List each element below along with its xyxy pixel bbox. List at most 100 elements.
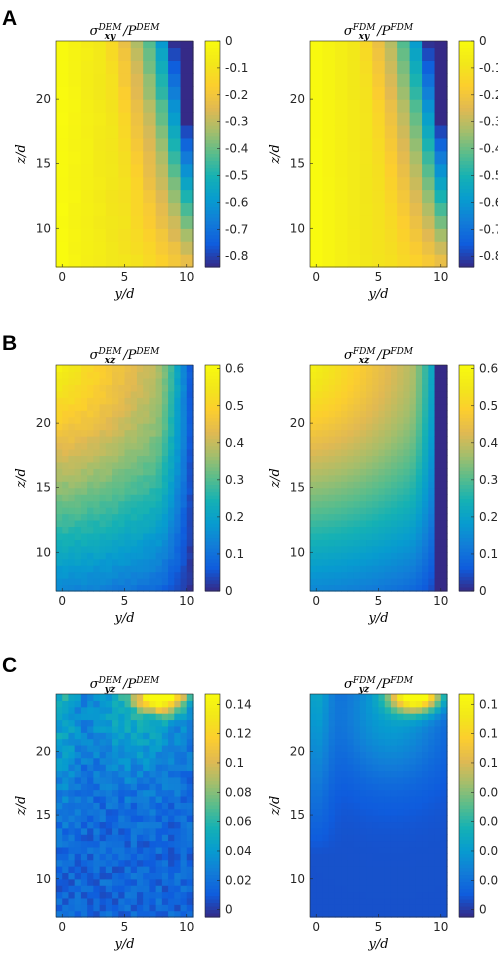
heatmap-cell xyxy=(341,834,348,842)
heatmap-cell xyxy=(372,757,380,765)
heatmap-cell xyxy=(422,713,429,721)
heatmap-cell xyxy=(87,910,94,918)
heatmap-cell xyxy=(68,202,82,216)
heatmap-cell xyxy=(56,47,70,61)
heatmap-cell xyxy=(143,872,151,880)
heatmap-cell xyxy=(180,840,188,848)
heatmap-cell xyxy=(397,494,405,502)
x-axis-label: y/d xyxy=(367,937,388,952)
heatmap-cell xyxy=(105,725,113,733)
heatmap-cell xyxy=(397,738,405,746)
heatmap-cell xyxy=(93,713,101,721)
colorbar-segment xyxy=(459,694,474,699)
heatmap-cell xyxy=(174,751,182,759)
heatmap-cell xyxy=(397,60,411,74)
heatmap-cell xyxy=(56,795,63,803)
heatmap-cell xyxy=(174,384,182,392)
heatmap-cell xyxy=(155,481,163,489)
heatmap-cell xyxy=(93,872,101,880)
heatmap-cell xyxy=(422,776,429,784)
heatmap-cell xyxy=(118,410,126,418)
heatmap-cell xyxy=(322,189,336,204)
heatmap-cell xyxy=(378,390,386,398)
colorbar-segment xyxy=(459,871,474,876)
heatmap-cell xyxy=(384,821,392,829)
heatmap-cell xyxy=(124,558,132,566)
heatmap-cell xyxy=(322,846,330,854)
heatmap-cell xyxy=(415,365,423,373)
heatmap-cell xyxy=(409,910,417,918)
heatmap-cell xyxy=(334,163,348,178)
heatmap-cell xyxy=(372,789,380,797)
heatmap-cell xyxy=(347,891,355,899)
heatmap-cell xyxy=(415,859,423,867)
heatmap-cell xyxy=(366,365,373,373)
heatmap-cell xyxy=(118,584,126,592)
heatmap-cell xyxy=(93,694,101,701)
heatmap-cell xyxy=(372,73,386,87)
heatmap-cell xyxy=(168,821,175,829)
heatmap-cell xyxy=(112,827,119,835)
heatmap-cell xyxy=(322,700,330,708)
heatmap-cell xyxy=(136,390,144,398)
heatmap-cell xyxy=(422,86,436,100)
heatmap-cell xyxy=(322,558,330,566)
heatmap-cell xyxy=(428,706,436,714)
heatmap-cell xyxy=(124,719,132,727)
heatmap-cell xyxy=(434,500,442,508)
heatmap-cell xyxy=(186,487,194,495)
heatmap-cell xyxy=(409,468,417,476)
heatmap-cell xyxy=(378,910,386,918)
heatmap-cell xyxy=(74,725,82,733)
heatmap-cell xyxy=(366,455,373,463)
heatmap-cell xyxy=(161,494,169,502)
heatmap-cell xyxy=(56,500,63,508)
heatmap-cell xyxy=(310,694,317,701)
heatmap-cell xyxy=(149,840,157,848)
heatmap-cell xyxy=(143,840,151,848)
colorbar-segment xyxy=(205,826,220,831)
heatmap-cell xyxy=(56,481,63,489)
heatmap-cell xyxy=(440,397,448,405)
heatmap-cell xyxy=(390,834,398,842)
colorbar-frame xyxy=(204,693,221,918)
heatmap-cell xyxy=(180,390,188,398)
heatmap-cell xyxy=(149,565,157,573)
heatmap-cell xyxy=(155,725,163,733)
heatmap-cell xyxy=(409,565,417,573)
heatmap-cell xyxy=(428,384,436,392)
x-tick-label: 10 xyxy=(179,594,194,608)
heatmap-cell xyxy=(56,442,63,450)
heatmap-cell xyxy=(334,365,342,373)
heatmap-cell xyxy=(390,700,398,708)
heatmap-cell xyxy=(310,552,317,560)
heatmap-cell xyxy=(143,163,157,178)
heatmap-cell xyxy=(378,776,386,784)
heatmap-cell xyxy=(390,474,398,482)
heatmap-cell xyxy=(93,545,101,553)
colorbar-segment xyxy=(205,231,220,236)
heatmap-cell xyxy=(143,751,151,759)
x-tick-label: 0 xyxy=(312,920,320,934)
colorbar-segment xyxy=(205,502,220,507)
heatmap-cell xyxy=(434,86,448,100)
heatmap-cell xyxy=(422,558,429,566)
heatmap-cell xyxy=(428,410,436,418)
colorbar-segment xyxy=(459,175,474,180)
heatmap-cell xyxy=(143,519,151,528)
heatmap-cell xyxy=(168,468,175,476)
heatmap-cell xyxy=(62,719,70,727)
colorbar-segment xyxy=(459,101,474,106)
heatmap-cell xyxy=(372,377,380,385)
heatmap-cell xyxy=(409,150,423,165)
heatmap-cell xyxy=(93,776,101,784)
heatmap-cell xyxy=(422,481,429,489)
heatmap-cell xyxy=(168,732,175,740)
heatmap-cell xyxy=(434,578,442,586)
heatmap-cell xyxy=(180,808,188,816)
heatmap-cell xyxy=(136,878,144,886)
colorbar-segment xyxy=(205,386,220,391)
heatmap-cell xyxy=(397,770,405,778)
heatmap-cell xyxy=(347,795,355,803)
heatmap-cell xyxy=(105,878,113,886)
